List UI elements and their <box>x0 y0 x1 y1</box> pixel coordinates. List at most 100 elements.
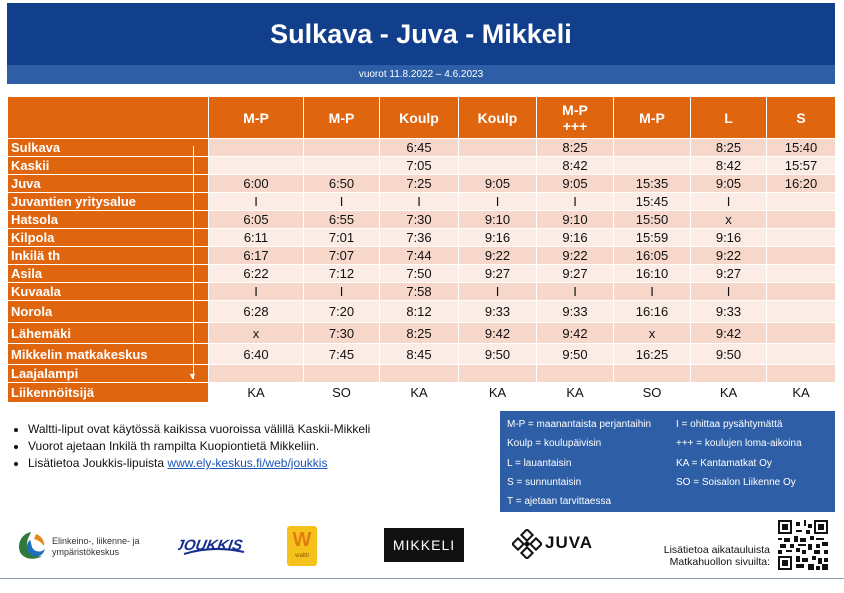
departure-time <box>536 364 614 383</box>
departure-time: 6:05 <box>208 210 304 229</box>
legend-item: +++ = koulujen loma-aikoina <box>676 438 802 449</box>
table-row: Inkilä th 6:17 7:07 7:44 9:22 9:22 16:05 9:22 <box>7 246 836 265</box>
table-row: Sulkava 6:45 8:25 8:25 15:40 <box>7 138 836 157</box>
joukkis-logo-icon: JOUKKIS <box>178 537 245 555</box>
departure-time <box>208 364 304 383</box>
departure-time: 6:17 <box>208 246 304 265</box>
departure-time: 7:30 <box>379 210 459 229</box>
stop-name: Inkilä th <box>7 246 209 265</box>
table-row: Laajalampi <box>7 364 836 383</box>
departure-time: 7:45 <box>303 343 380 365</box>
departure-time: 16:25 <box>613 343 691 365</box>
juva-emblem-icon <box>512 529 542 559</box>
departure-time: 9:27 <box>690 264 767 283</box>
departure-time: 15:59 <box>613 228 691 247</box>
departure-time <box>766 246 836 265</box>
departure-time: 7:05 <box>379 156 459 175</box>
stop-name: Sulkava <box>7 138 209 157</box>
legend-box: M-P = maanantaista perjantaihin I = ohit… <box>500 411 835 512</box>
qr-code-icon[interactable] <box>778 520 828 570</box>
waltti-logo: W waltti <box>287 526 317 566</box>
column-header: M-P <box>613 96 691 139</box>
departure-time: 8:45 <box>379 343 459 365</box>
ely-logo-text: Elinkeino-, liikenne- ja ympäristökeskus <box>52 536 140 557</box>
joukkis-link[interactable]: www.ely-keskus.fi/web/joukkis <box>167 456 328 470</box>
departure-time: 15:57 <box>766 156 836 175</box>
operator-code: KA <box>458 382 537 403</box>
timetable: M-P M-P Koulp Koulp M-P +++ M-P L S Sulk… <box>7 96 836 403</box>
departure-time: I <box>379 192 459 211</box>
notes-section: Waltti-liput ovat käytössä kaikissa vuor… <box>14 422 484 473</box>
table-row: Hatsola 6:05 6:55 7:30 9:10 9:10 15:50 x <box>7 210 836 229</box>
departure-time: 8:25 <box>536 138 614 157</box>
departure-time: I <box>458 192 537 211</box>
departure-time <box>766 343 836 365</box>
legend-item: M-P = maanantaista perjantaihin <box>507 419 652 430</box>
departure-time: 8:42 <box>536 156 614 175</box>
departure-time: 7:07 <box>303 246 380 265</box>
stop-name: Juvantien yritysalue <box>7 192 209 211</box>
validity-period: vuorot 11.8.2022 – 4.6.2023 <box>7 65 835 84</box>
departure-time: 7:44 <box>379 246 459 265</box>
departure-time: 9:27 <box>536 264 614 283</box>
table-row: Juvantien yritysalue I I I I I 15:45 I <box>7 192 836 211</box>
departure-time: 6:00 <box>208 174 304 193</box>
departure-time: 9:42 <box>690 322 767 344</box>
departure-time: 6:11 <box>208 228 304 247</box>
stop-name: Laajalampi <box>7 364 209 383</box>
departure-time: I <box>690 192 767 211</box>
column-header: M-P <box>303 96 380 139</box>
departure-time: 6:28 <box>208 300 304 323</box>
departure-time <box>766 264 836 283</box>
departure-time: I <box>613 282 691 301</box>
departure-time: 9:42 <box>536 322 614 344</box>
departure-time: 16:20 <box>766 174 836 193</box>
departure-time: 9:50 <box>690 343 767 365</box>
departure-time <box>766 300 836 323</box>
departure-time: 7:01 <box>303 228 380 247</box>
departure-time: 9:22 <box>458 246 537 265</box>
stop-name: Juva <box>7 174 209 193</box>
departure-time <box>613 138 691 157</box>
departure-time: 7:50 <box>379 264 459 283</box>
departure-time: 9:10 <box>536 210 614 229</box>
departure-time: 7:12 <box>303 264 380 283</box>
departure-time <box>458 364 537 383</box>
departure-time: I <box>303 282 380 301</box>
column-header: Koulp <box>458 96 537 139</box>
departure-time: 9:05 <box>536 174 614 193</box>
table-row: Juva 6:00 6:50 7:25 9:05 9:05 15:35 9:05 16:20 <box>7 174 836 193</box>
departure-time: I <box>536 192 614 211</box>
legend-item: Koulp = koulupäivisin <box>507 438 602 449</box>
departure-time: 7:58 <box>379 282 459 301</box>
bottom-divider <box>0 578 844 579</box>
departure-time <box>613 364 691 383</box>
note-text: Lisätietoa Joukkis-lipuista <box>28 456 168 470</box>
departure-time <box>458 138 537 157</box>
stop-name: Hatsola <box>7 210 209 229</box>
departure-time: 15:50 <box>613 210 691 229</box>
direction-arrow-icon: ▼ <box>188 371 197 381</box>
departure-time: x <box>208 322 304 344</box>
note-item: Waltti-liput ovat käytössä kaikissa vuor… <box>28 422 484 437</box>
table-row: Norola 6:28 7:20 8:12 9:33 9:33 16:16 9:33 <box>7 300 836 323</box>
column-header: M-P +++ <box>536 96 614 139</box>
stop-name: Mikkelin matkakeskus <box>7 343 209 365</box>
departure-time: 9:50 <box>536 343 614 365</box>
departure-time: 16:16 <box>613 300 691 323</box>
stop-name: Lähemäki <box>7 322 209 344</box>
departure-time: 7:20 <box>303 300 380 323</box>
table-row: Lähemäki x 7:30 8:25 9:42 9:42 x 9:42 <box>7 322 836 344</box>
departure-time: I <box>208 282 304 301</box>
departure-time: 9:16 <box>536 228 614 247</box>
note-item: Lisätietoa Joukkis-lipuista www.ely-kesk… <box>28 456 484 471</box>
waltti-logo-text: waltti <box>295 553 309 559</box>
legend-item: S = sunnuntaisin <box>507 477 582 488</box>
operator-row: Liikennöitsijä KA SO KA KA KA SO KA KA <box>7 382 836 403</box>
mikkeli-logo: MIKKELI <box>384 528 464 562</box>
departure-time: 9:22 <box>536 246 614 265</box>
departure-time: 16:05 <box>613 246 691 265</box>
departure-time <box>303 364 380 383</box>
matkahuolto-info: Lisätietoa aikatauluista Matkahuollon si… <box>663 544 770 568</box>
